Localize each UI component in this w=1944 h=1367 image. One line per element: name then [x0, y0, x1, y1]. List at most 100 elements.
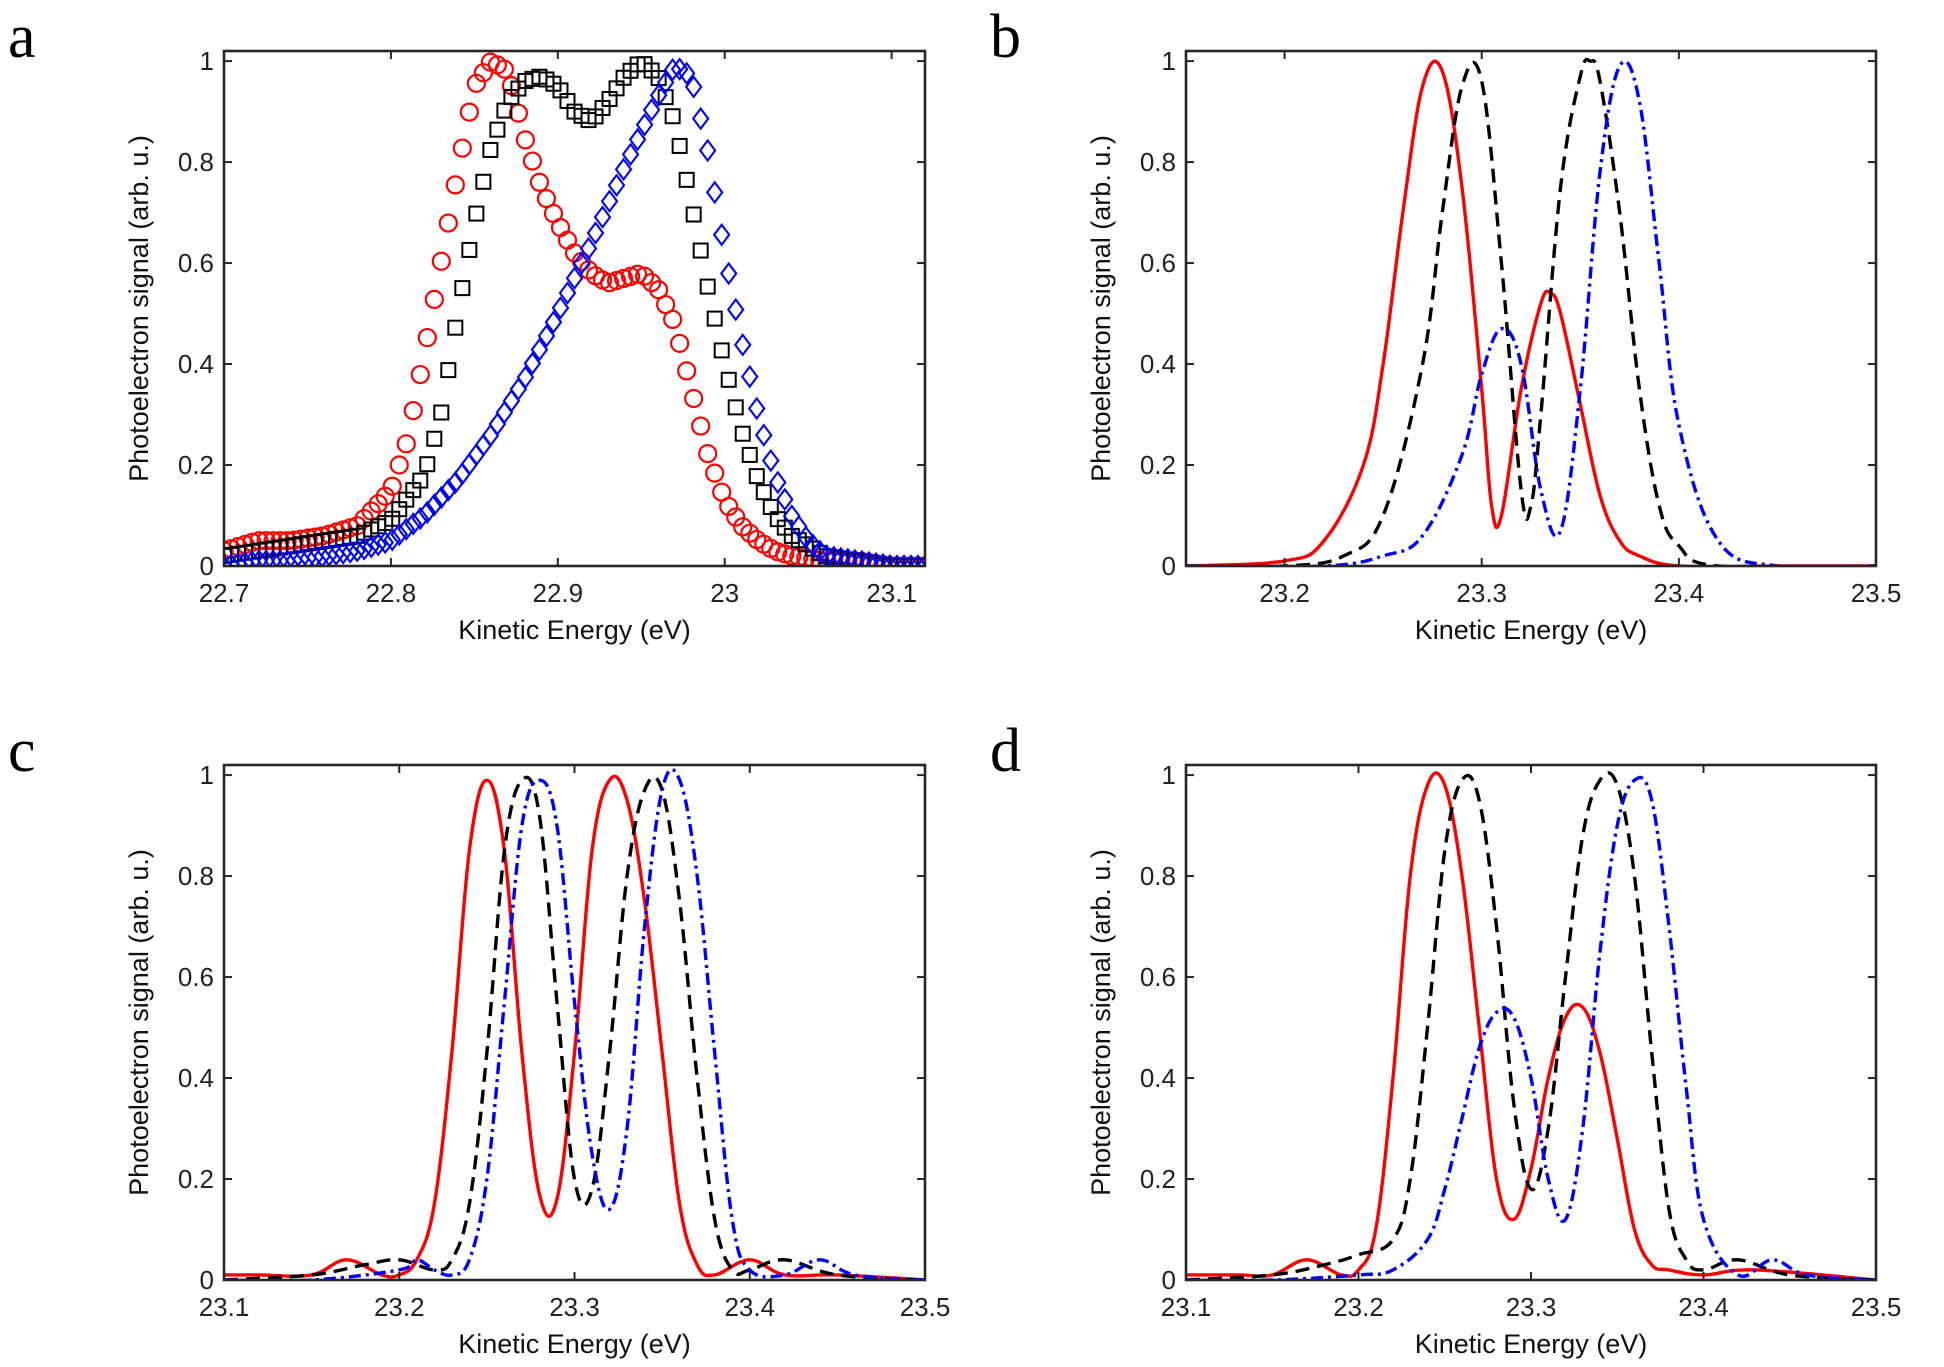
marker-square: [657, 89, 674, 106]
x-tick-label: 23.3: [1506, 1292, 1557, 1322]
x-tick-label: 22.8: [366, 578, 417, 608]
marker-circle: [403, 400, 423, 421]
marker-diamond: [334, 541, 352, 565]
marker-circle: [740, 523, 760, 543]
plot-area-b: [1186, 57, 1876, 566]
plot-area-c: [224, 767, 925, 1280]
marker-diamond: [881, 553, 899, 566]
y-tick-label: 0.6: [1140, 248, 1176, 278]
marker-square: [447, 319, 464, 336]
marker-diamond: [397, 517, 416, 541]
marker-circle: [459, 102, 479, 122]
marker-diamond: [642, 98, 661, 122]
marker-square: [475, 173, 492, 190]
marker-diamond: [481, 423, 500, 448]
marker-circle: [719, 496, 739, 517]
marker-diamond: [600, 189, 619, 213]
marker-circle: [557, 230, 578, 250]
series-a-black-squares: [224, 56, 925, 566]
y-tick-label: 0.8: [1140, 861, 1176, 891]
marker-diamond: [425, 493, 444, 517]
marker-diamond: [299, 546, 317, 566]
marker-square: [412, 472, 429, 489]
marker-circle: [389, 455, 409, 475]
marker-square: [734, 425, 751, 442]
marker-square: [461, 241, 478, 258]
marker-circle: [466, 73, 486, 93]
marker-diamond: [551, 296, 570, 320]
series-d-red-solid: [1186, 771, 1876, 1280]
marker-diamond: [236, 551, 254, 566]
marker-circle: [522, 151, 543, 171]
marker-diamond: [565, 266, 584, 290]
marker-square: [741, 446, 758, 463]
marker-diamond: [572, 251, 591, 276]
series-b-blue-dash-dot: [1186, 59, 1876, 566]
marker-square: [440, 362, 457, 379]
marker-diamond: [839, 547, 857, 566]
series-d-black-dashed: [1186, 771, 1876, 1280]
y-tick-label: 0.6: [1140, 962, 1176, 992]
y-axis-label: Photoelectron signal (arb. u.): [1086, 849, 1116, 1196]
marker-circle: [634, 266, 655, 286]
marker-square: [678, 171, 695, 188]
y-tick-label: 1: [1162, 760, 1176, 790]
marker-diamond: [411, 506, 430, 531]
marker-diamond: [418, 500, 437, 525]
x-tick-label: 23.4: [1678, 1292, 1729, 1322]
marker-circle: [670, 333, 690, 353]
panel-letter-b: b: [990, 3, 1021, 71]
marker-diamond: [292, 547, 310, 566]
marker-circle: [705, 463, 725, 483]
x-tick-label: 23.5: [1851, 1292, 1902, 1322]
marker-diamond: [909, 554, 925, 566]
marker-diamond: [691, 106, 710, 131]
x-tick-label: 23: [710, 578, 739, 608]
marker-diamond: [285, 548, 303, 566]
marker-diamond: [224, 554, 233, 566]
y-tick-label: 0: [1162, 1265, 1176, 1295]
axes-frame: [1184, 49, 1878, 568]
marker-square: [755, 484, 772, 501]
axes-frame: [222, 763, 927, 1282]
chart-panel-c: 23.1 23.2 23.3 23.4 23.5 0 0.2 0.4 0.6 0.8 1 Kineti…: [124, 760, 950, 1359]
marker-diamond: [677, 61, 696, 86]
marker-diamond: [860, 550, 878, 566]
panel-letter-c: c: [8, 717, 36, 785]
y-tick-label: 0.4: [178, 349, 214, 379]
marker-diamond: [523, 351, 542, 376]
marker-diamond: [579, 236, 598, 261]
axes-frame: [1184, 763, 1878, 1282]
marker-circle: [691, 416, 711, 436]
y-tick-label: 0.4: [1140, 1063, 1176, 1093]
marker-circle: [438, 213, 458, 233]
y-tick-label: 0.4: [1140, 349, 1176, 379]
marker-diamond: [902, 554, 920, 566]
marker-circle: [382, 476, 402, 496]
marker-diamond: [705, 180, 724, 205]
y-tick-label: 0.6: [178, 248, 214, 278]
line-solid: [1186, 59, 1876, 566]
marker-circle: [452, 138, 472, 158]
marker-circle: [627, 264, 648, 284]
marker-diamond: [740, 364, 759, 389]
marker-diamond: [516, 365, 535, 389]
marker-diamond: [467, 442, 486, 467]
x-tick-label: 22.9: [533, 578, 584, 608]
marker-diamond: [250, 549, 268, 566]
marker-diamond: [607, 173, 626, 198]
y-tick-label: 1: [200, 46, 214, 76]
series-d-blue-dash-dot: [1186, 775, 1876, 1280]
marker-diamond: [656, 70, 675, 95]
marker-diamond: [698, 138, 717, 163]
marker-diamond: [446, 470, 465, 495]
marker-circle: [445, 175, 465, 195]
marker-diamond: [495, 400, 514, 425]
marker-diamond: [362, 534, 381, 559]
x-tick-label: 23.2: [1333, 1292, 1384, 1322]
y-tick-label: 0.8: [178, 147, 214, 177]
marker-square: [419, 456, 436, 473]
panel-letter-a: a: [8, 3, 36, 71]
y-tick-label: 1: [1162, 46, 1176, 76]
marker-diamond: [306, 545, 324, 566]
